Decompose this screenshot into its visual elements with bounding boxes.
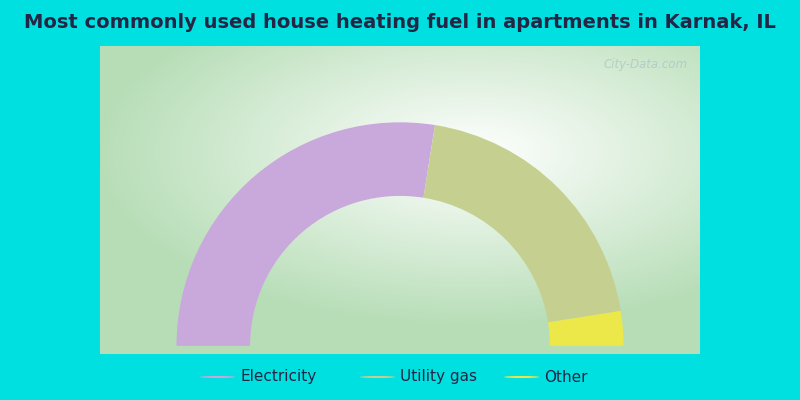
Wedge shape xyxy=(548,311,623,346)
Text: Other: Other xyxy=(544,370,587,384)
Circle shape xyxy=(200,376,235,378)
Circle shape xyxy=(360,376,395,378)
Text: City-Data.com: City-Data.com xyxy=(604,58,688,71)
Text: Most commonly used house heating fuel in apartments in Karnak, IL: Most commonly used house heating fuel in… xyxy=(24,14,776,32)
Text: Utility gas: Utility gas xyxy=(400,370,477,384)
Text: Electricity: Electricity xyxy=(240,370,316,384)
Wedge shape xyxy=(177,122,435,346)
Circle shape xyxy=(504,376,539,378)
Wedge shape xyxy=(423,125,621,322)
